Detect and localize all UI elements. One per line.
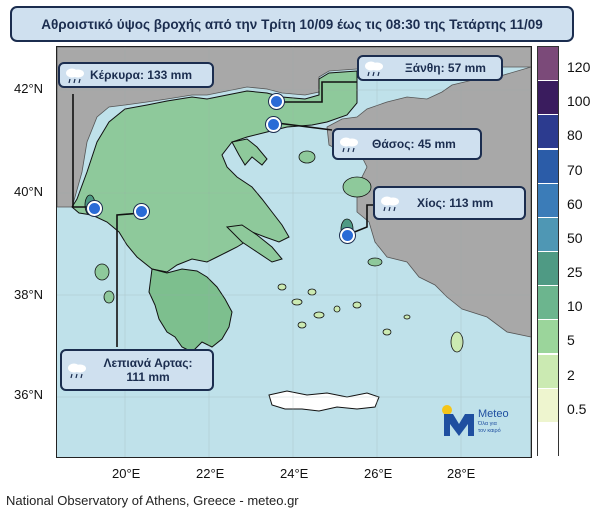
callout-lepiana[interactable]: Λεπιανά Αρτας: 111 mm [60,349,214,391]
callout-kerkyra[interactable]: Κέρκυρα: 133 mm [58,62,214,88]
legend-level-label: 25 [567,264,583,281]
legend-level-label: 100 [567,93,591,110]
zakynthos-island [103,290,115,304]
lemnos-island [298,150,316,164]
xanthi-marker[interactable] [269,94,284,109]
rain-cloud-icon [68,363,86,379]
legend-swatch [538,286,558,321]
legend-level-label: 60 [567,195,583,212]
legend-swatch [538,252,558,287]
rhodes-island [450,331,464,353]
samos-island [367,257,383,267]
lon-label-26: 26°E [364,466,393,481]
callout-lepiana-value: 111 mm [126,370,170,384]
legend-swatch [538,217,558,252]
legend-swatch [538,149,558,184]
meteo-logo-tagline-1: Όλα για [478,421,497,427]
meteo-logo-tagline-2: τον καιρό [478,428,501,434]
chalkidiki [231,138,268,166]
legend-level-label: 10 [567,298,583,315]
callout-thasos-label: Θάσος: 45 mm [372,137,456,151]
callout-kerkyra-label: Κέρκυρα: 133 mm [90,68,193,82]
rain-cloud-icon [66,68,84,84]
lat-label-36: 36°N [14,387,44,402]
legend-level-label: 5 [567,332,575,349]
legend-swatch [538,183,558,218]
peloponnese [148,268,233,353]
lepiana-marker[interactable] [134,204,149,219]
rain-cloud-icon [340,137,358,153]
callout-lepiana-label: Λεπιανά Αρτας: 111 mm [92,356,204,384]
map-canvas [57,47,531,457]
legend-swatch [538,388,558,423]
callout-chios[interactable]: Χίος: 113 mm [373,186,526,220]
thasos-marker[interactable] [266,117,281,132]
evia [225,224,283,263]
legend-level-label: 80 [567,127,583,144]
lesvos-island [342,176,372,198]
lon-label-24: 24°E [280,466,309,481]
lon-label-22: 22°E [196,466,225,481]
meteo-logo-graphic [442,405,474,436]
legend-level-label: 70 [567,161,583,178]
turkey-land [326,66,531,457]
rainfall-map [56,46,532,458]
legend-swatch [538,422,558,457]
lon-label-20: 20°E [112,466,141,481]
callout-chios-label: Χίος: 113 mm [417,196,494,210]
lat-label-40: 40°N [14,184,44,199]
callout-lepiana-name: Λεπιανά Αρτας: [103,356,193,370]
legend-swatch [538,115,558,150]
legend-level-label: 0.5 [567,400,587,417]
meteo-logo: Meteo Όλα για τον καιρό [441,402,515,440]
chios-marker[interactable] [340,228,355,243]
lat-label-42: 42°N [14,81,44,96]
legend-level-label: 50 [567,229,583,246]
meteo-logo-name: Meteo [478,408,509,420]
lon-label-28: 28°E [447,466,476,481]
map-title: Αθροιστικό ύψος βροχής από την Τρίτη 10/… [10,6,574,42]
kefalonia-island [94,263,110,281]
legend-level-label: 120 [567,59,591,76]
greece-mainland [71,70,358,273]
legend-swatch [538,47,558,82]
legend-swatch [538,320,558,355]
kerkyra-marker[interactable] [87,201,102,216]
footer-credit: National Observatory of Athens, Greece -… [6,493,299,508]
cyclades-islands [277,283,411,336]
callout-thasos[interactable]: Θάσος: 45 mm [332,128,482,160]
rainfall-legend [537,46,559,457]
callout-xanthi-label: Ξάνθη: 57 mm [405,61,486,75]
legend-level-label: 2 [567,366,575,383]
lat-label-38: 38°N [14,287,44,302]
legend-swatch [538,354,558,389]
crete-island [268,390,380,412]
callout-connectors [72,81,375,347]
rain-cloud-icon [381,196,399,212]
legend-swatch [538,81,558,116]
rain-cloud-icon [365,61,383,77]
callout-xanthi[interactable]: Ξάνθη: 57 mm [357,55,503,81]
